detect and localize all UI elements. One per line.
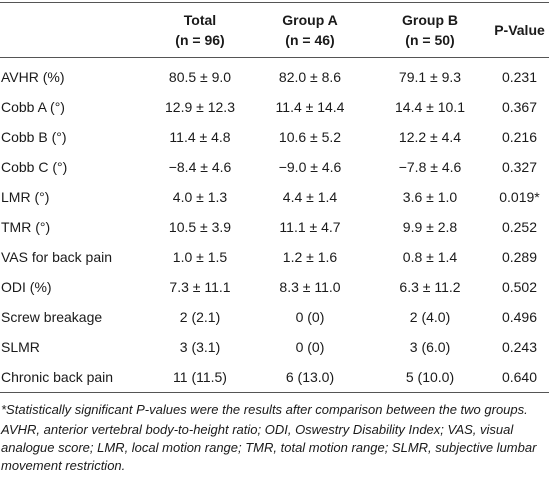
table-row: LMR (°) 4.0 ± 1.3 4.4 ± 1.4 3.6 ± 1.0 0.019* [0, 182, 549, 212]
row-label: LMR (°) [1, 189, 50, 205]
footnote: *Statistically significant P-values were… [1, 402, 528, 417]
table-row: SLMR 3 (3.1) 0 (0) 3 (6.0) 0.243 [0, 332, 549, 362]
cell: 0 (0) [295, 309, 325, 325]
cell: 0.640 [501, 369, 538, 385]
column-header: Group B (n = 50) [370, 3, 490, 58]
cell: 0.496 [501, 309, 538, 325]
cell: 8.3 ± 11.0 [279, 279, 341, 295]
column-label: P-Value [494, 22, 545, 38]
cell: 12.2 ± 4.4 [398, 129, 462, 145]
cell: −7.8 ± 4.6 [398, 159, 462, 175]
cell: 0.019* [499, 189, 540, 205]
cell: 0.252 [501, 219, 538, 235]
table-body: AVHR (%) 80.5 ± 9.0 82.0 ± 8.6 79.1 ± 9.3 0.… [0, 58, 549, 393]
cell: 0.327 [501, 159, 538, 175]
table-row: ODI (%) 7.3 ± 11.1 8.3 ± 11.0 6.3 ± 11.2 0.5… [0, 272, 549, 302]
table-row: TMR (°) 10.5 ± 3.9 11.1 ± 4.7 9.9 ± 2.8 0.25… [0, 212, 549, 242]
data-table: Total (n = 96) Group A (n = 46) Group B (n = … [0, 2, 549, 393]
column-header: Total (n = 96) [150, 3, 250, 58]
cell: 6 (13.0) [285, 369, 335, 385]
row-label: Cobb B (°) [1, 129, 67, 145]
cell: 11.4 ± 4.8 [169, 129, 231, 145]
cell: 0.231 [501, 69, 538, 85]
cell: 0.8 ± 1.4 [402, 249, 458, 265]
table-row: Chronic back pain 11 (11.5) 6 (13.0) 5 (10.… [0, 362, 549, 393]
cell: 0.243 [501, 339, 538, 355]
row-label: VAS for back pain [1, 249, 113, 265]
cell: 79.1 ± 9.3 [398, 69, 462, 85]
footnotes: *Statistically significant P-values were… [0, 393, 549, 475]
cell: 1.0 ± 1.5 [172, 249, 228, 265]
cell: 11.4 ± 14.4 [275, 99, 345, 115]
cell: −8.4 ± 4.6 [168, 159, 232, 175]
column-sublabel: (n = 96) [175, 32, 225, 48]
cell: 0.502 [501, 279, 538, 295]
column-sublabel: (n = 50) [405, 32, 455, 48]
cell: −9.0 ± 4.6 [278, 159, 342, 175]
header-row: Total (n = 96) Group A (n = 46) Group B (n = … [0, 2, 549, 58]
cell: 4.4 ± 1.4 [282, 189, 338, 205]
column-header [0, 3, 150, 58]
column-label: Total [183, 12, 217, 28]
row-label: Cobb A (°) [1, 99, 65, 115]
cell: 5 (10.0) [405, 369, 455, 385]
footnote: AVHR, anterior vertebral body-to-height … [1, 422, 537, 473]
cell: 2 (4.0) [409, 309, 451, 325]
row-label: ODI (%) [1, 279, 52, 295]
cell: 10.5 ± 3.9 [168, 219, 232, 235]
row-label: Cobb C (°) [1, 159, 68, 175]
column-header: P-Value [490, 3, 549, 58]
cell: 0 (0) [295, 339, 325, 355]
cell: 14.4 ± 10.1 [395, 99, 465, 115]
cell: 0.289 [501, 249, 538, 265]
cell: 82.0 ± 8.6 [278, 69, 342, 85]
cell: 4.0 ± 1.3 [172, 189, 228, 205]
cell: 9.9 ± 2.8 [402, 219, 458, 235]
cell: 0.216 [501, 129, 538, 145]
cell: 3.6 ± 1.0 [402, 189, 458, 205]
table-row: Cobb B (°) 11.4 ± 4.8 10.6 ± 5.2 12.2 ± 4.4… [0, 122, 549, 152]
table-row: Screw breakage 2 (2.1) 0 (0) 2 (4.0) 0.496 [0, 302, 549, 332]
column-sublabel: (n = 46) [285, 32, 335, 48]
cell: 3 (6.0) [409, 339, 451, 355]
row-label: SLMR [1, 339, 40, 355]
cell: 2 (2.1) [179, 309, 221, 325]
row-label: Chronic back pain [1, 369, 114, 385]
cell: 3 (3.1) [179, 339, 221, 355]
cell: 6.3 ± 11.2 [399, 279, 461, 295]
table-row: Cobb A (°) 12.9 ± 12.3 11.4 ± 14.4 14.4 ± 1… [0, 92, 549, 122]
cell: 1.2 ± 1.6 [282, 249, 338, 265]
cell: 10.6 ± 5.2 [278, 129, 342, 145]
row-label: AVHR (%) [1, 69, 65, 85]
cell: 80.5 ± 9.0 [168, 69, 232, 85]
column-label: Group B [402, 12, 458, 28]
cell: 0.367 [501, 99, 538, 115]
cell: 11 (11.5) [173, 369, 227, 385]
cell: 11.1 ± 4.7 [279, 219, 341, 235]
table-header: Total (n = 96) Group A (n = 46) Group B (n = … [0, 2, 549, 58]
table-row: Cobb C (°) −8.4 ± 4.6 −9.0 ± 4.6 −7.8 ± 4.6… [0, 152, 549, 182]
cell: 7.3 ± 11.1 [169, 279, 231, 295]
column-label: Group A [282, 12, 338, 28]
row-label: TMR (°) [1, 219, 51, 235]
column-header: Group A (n = 46) [250, 3, 370, 58]
table-row: VAS for back pain 1.0 ± 1.5 1.2 ± 1.6 0.8 ±… [0, 242, 549, 272]
row-label: Screw breakage [1, 309, 103, 325]
table-row: AVHR (%) 80.5 ± 9.0 82.0 ± 8.6 79.1 ± 9.3 0.… [0, 58, 549, 93]
cell: 12.9 ± 12.3 [165, 99, 235, 115]
